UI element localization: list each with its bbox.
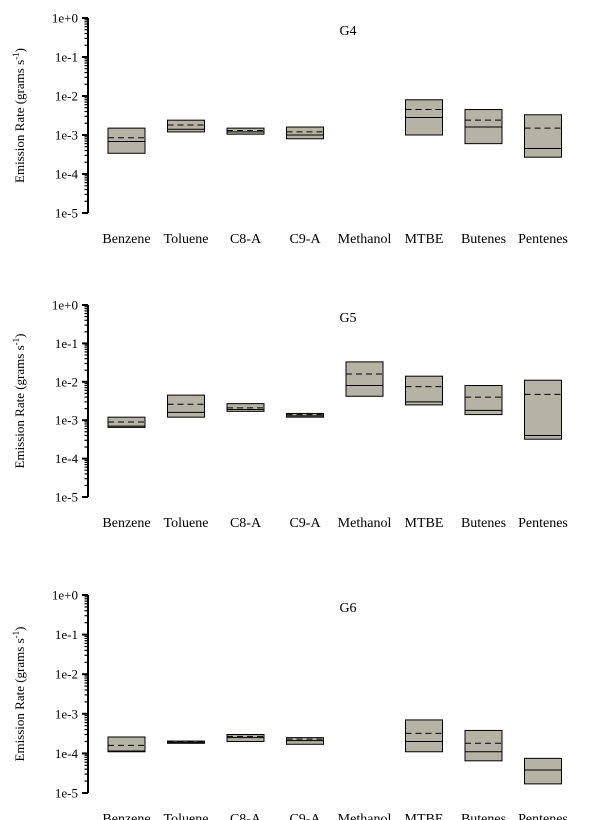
y-tick-label: 1e-1 [55, 336, 78, 351]
y-axis-label: Emission Rate (grams s-1) [11, 48, 27, 183]
box-mtbe [405, 719, 443, 753]
y-tick-label: 1e-4 [55, 451, 79, 466]
y-tick-label: 1e-3 [55, 706, 78, 721]
panel-title: G5 [339, 311, 356, 326]
x-category-label: Methanol [338, 232, 392, 247]
box-pentenes [524, 114, 562, 158]
x-category-label: Toluene [164, 516, 209, 531]
panel-title: G4 [339, 24, 356, 39]
y-axis-label-close: ) [12, 48, 27, 52]
y-axis-label-sup: -1 [11, 338, 21, 346]
x-category-label: C8-A [230, 812, 262, 820]
y-axis-label-close: ) [12, 334, 27, 338]
box-methanol [345, 361, 384, 397]
x-category-label: Butenes [461, 516, 506, 531]
x-category-label: MTBE [405, 812, 444, 820]
y-tick-label: 1e-3 [55, 128, 78, 143]
box-butenes [464, 729, 503, 762]
y-tick-label: 1e-5 [55, 206, 78, 221]
y-axis-label: Emission Rate (grams s-1) [11, 627, 27, 762]
x-category-label: C9-A [289, 516, 321, 531]
x-category-label: Benzene [102, 516, 150, 531]
y-tick-label: 1e-1 [55, 627, 78, 642]
x-category-label: Methanol [338, 516, 392, 531]
box-pentenes [524, 379, 562, 440]
y-tick-label: 1e-5 [55, 490, 78, 505]
y-axis-label-sup: -1 [11, 631, 21, 639]
box-c9-a [286, 126, 324, 140]
y-axis-label: Emission Rate (grams s-1) [11, 334, 27, 469]
chart-panel-g6: 1e+0 1e-1 1e-2 1e-3 1e-4 1e-5 Emission Rate (g… [11, 588, 568, 820]
y-tick-label: 1e-4 [55, 167, 79, 182]
y-axis-label-text: Emission Rate (grams s [12, 345, 27, 468]
box-pentenes [524, 757, 562, 785]
x-category-label: Butenes [461, 232, 506, 247]
x-category-label: Pentenes [518, 812, 568, 820]
x-category-label: MTBE [405, 232, 444, 247]
box-toluene [167, 394, 205, 418]
x-category-label: Pentenes [518, 232, 568, 247]
y-tick-label: 1e-5 [55, 786, 78, 801]
y-tick-label: 1e-2 [55, 667, 78, 682]
box-butenes [464, 385, 503, 416]
x-category-label: Toluene [164, 232, 209, 247]
x-category-label: C8-A [230, 516, 262, 531]
box-c8-a [226, 127, 265, 135]
panel-title: G6 [339, 601, 356, 616]
y-tick-label: 1e-4 [55, 746, 79, 761]
chart-panel-g4: 1e+0 1e-1 1e-2 1e-3 1e-4 1e-5 Emission Rate (g… [11, 11, 568, 248]
x-category-label: Pentenes [518, 516, 568, 531]
x-category-label: Methanol [338, 812, 392, 820]
y-tick-label: 1e+0 [52, 588, 78, 603]
y-tick-label: 1e-2 [55, 89, 78, 104]
box-benzene [107, 736, 146, 753]
y-tick-label: 1e-3 [55, 413, 78, 428]
x-category-label: Toluene [164, 812, 209, 820]
y-axis-label-close: ) [12, 627, 27, 631]
y-axis-label-sup: -1 [11, 52, 21, 60]
y-axis-label-text: Emission Rate (grams s [12, 638, 27, 761]
x-category-label: Butenes [461, 812, 506, 820]
x-category-label: C9-A [289, 232, 321, 247]
x-category-label: C8-A [230, 232, 262, 247]
box-mtbe [405, 375, 443, 406]
x-category-label: Benzene [102, 232, 150, 247]
x-category-label: C9-A [289, 812, 321, 820]
y-tick-label: 1e-2 [55, 374, 78, 389]
x-category-label: Benzene [102, 812, 150, 820]
chart-panel-g5: 1e+0 1e-1 1e-2 1e-3 1e-4 1e-5 Emission Rate (g… [11, 298, 568, 532]
box-c9-a [286, 412, 324, 418]
y-tick-label: 1e-1 [55, 50, 78, 65]
x-category-label: MTBE [405, 516, 444, 531]
box-toluene [167, 119, 205, 133]
y-tick-label: 1e+0 [52, 11, 78, 26]
box-benzene [107, 127, 146, 154]
y-tick-label: 1e+0 [52, 298, 78, 313]
y-axis-label-text: Emission Rate (grams s [12, 60, 27, 183]
